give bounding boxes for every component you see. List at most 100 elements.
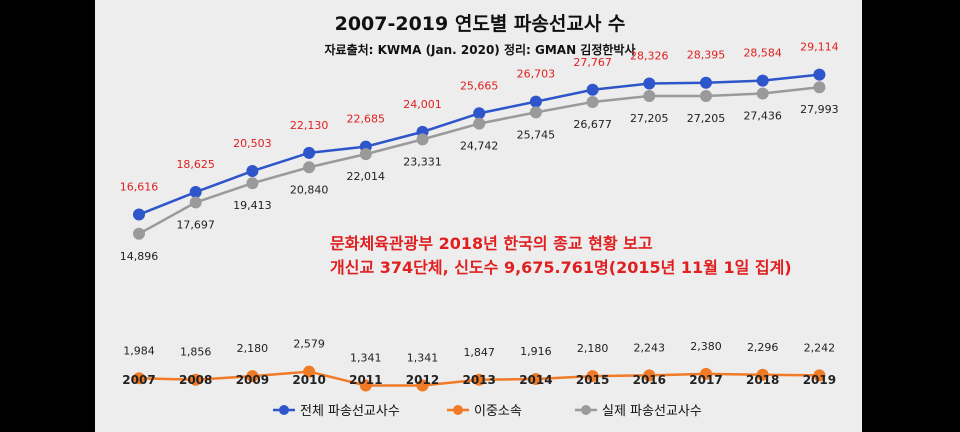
point-actual-2015 xyxy=(586,95,599,108)
label-actual-2008: 17,697 xyxy=(176,218,215,231)
chart-title: 2007-2019 연도별 파송선교사 수 xyxy=(335,13,626,35)
label-dual-2019: 2,242 xyxy=(804,341,836,354)
point-total-2015 xyxy=(586,83,599,96)
legend-marker-total xyxy=(279,405,289,415)
point-total-2018 xyxy=(756,74,769,87)
label-dual-2012: 1,341 xyxy=(407,351,439,364)
x-tick-2008: 2008 xyxy=(179,373,212,387)
label-total-2007: 16,616 xyxy=(120,181,159,194)
point-actual-2019 xyxy=(813,81,826,94)
label-actual-2007: 14,896 xyxy=(120,250,159,263)
point-actual-2018 xyxy=(756,87,769,100)
label-total-2008: 18,625 xyxy=(176,158,215,171)
point-actual-2012 xyxy=(416,133,429,146)
point-actual-2010 xyxy=(303,161,316,174)
point-actual-2009 xyxy=(246,177,259,190)
label-actual-2019: 27,993 xyxy=(800,103,839,116)
legend-label-dual: 이중소속 xyxy=(474,404,522,419)
point-total-2019 xyxy=(813,68,826,81)
label-dual-2011: 1,341 xyxy=(350,351,382,364)
chart-panel: 2007-2019 연도별 파송선교사 수 자료출처: KWMA (Jan. 2… xyxy=(95,0,862,432)
point-dual-2010 xyxy=(303,365,316,378)
annotation-line-1: 문화체육관광부 2018년 한국의 종교 현황 보고 xyxy=(330,234,653,253)
point-total-2016 xyxy=(643,77,656,90)
x-tick-2009: 2009 xyxy=(236,373,269,387)
label-dual-2015: 2,180 xyxy=(577,342,609,355)
point-dual-2012 xyxy=(416,379,429,392)
label-actual-2017: 27,205 xyxy=(687,112,726,125)
label-total-2016: 28,326 xyxy=(630,49,669,62)
legend-label-total: 전체 파송선교사수 xyxy=(300,404,400,419)
point-total-2007 xyxy=(133,208,145,221)
label-dual-2010: 2,579 xyxy=(293,338,325,351)
annotation-line-2: 개신교 374단체, 신도수 9,675.761명(2015년 11월 1일 집… xyxy=(330,258,792,277)
label-total-2017: 28,395 xyxy=(687,49,726,62)
label-dual-2016: 2,243 xyxy=(634,341,666,354)
point-dual-2008 xyxy=(189,373,202,386)
x-tick-2013: 2013 xyxy=(462,373,495,387)
point-dual-2015 xyxy=(586,370,599,383)
legend-label-actual: 실제 파송선교사수 xyxy=(602,404,702,419)
label-actual-2009: 19,413 xyxy=(233,199,272,212)
x-tick-2012: 2012 xyxy=(406,373,439,387)
label-actual-2013: 24,742 xyxy=(460,140,499,153)
x-tick-2007: 2007 xyxy=(122,373,155,387)
legend-item-total: 전체 파송선교사수 xyxy=(273,404,400,419)
x-tick-2010: 2010 xyxy=(292,373,325,387)
label-dual-2008: 1,856 xyxy=(180,346,212,359)
legend: 전체 파송선교사수 이중소속 실제 파송선교사수 xyxy=(273,404,702,419)
label-total-2012: 24,001 xyxy=(403,98,442,111)
legend-marker-actual xyxy=(581,405,591,415)
x-tick-2016: 2016 xyxy=(633,373,666,387)
point-dual-2018 xyxy=(756,368,769,381)
label-total-2014: 26,703 xyxy=(517,68,556,81)
point-dual-2017 xyxy=(700,367,712,380)
label-total-2015: 27,767 xyxy=(573,56,612,69)
label-dual-2017: 2,380 xyxy=(690,340,722,353)
line-chart: 2007-2019 연도별 파송선교사 수 자료출처: KWMA (Jan. 2… xyxy=(120,13,839,419)
point-total-2013 xyxy=(473,107,486,120)
x-tick-2014: 2014 xyxy=(519,373,552,387)
label-total-2019: 29,114 xyxy=(800,41,839,54)
point-total-2008 xyxy=(189,186,202,199)
label-total-2013: 25,665 xyxy=(460,79,499,92)
point-dual-2011 xyxy=(359,379,372,392)
point-total-2010 xyxy=(303,146,316,159)
label-dual-2014: 1,916 xyxy=(520,345,552,358)
label-actual-2014: 25,745 xyxy=(517,128,556,141)
point-dual-2013 xyxy=(473,373,486,386)
legend-marker-dual xyxy=(453,405,463,415)
label-actual-2018: 27,436 xyxy=(743,109,782,122)
point-dual-2009 xyxy=(246,370,259,383)
x-tick-2018: 2018 xyxy=(746,373,779,387)
point-total-2009 xyxy=(246,165,259,178)
x-tick-2011: 2011 xyxy=(349,373,382,387)
label-actual-2016: 27,205 xyxy=(630,112,669,125)
point-actual-2007 xyxy=(133,227,145,240)
label-dual-2007: 1,984 xyxy=(123,344,155,357)
point-actual-2013 xyxy=(473,117,486,130)
point-actual-2016 xyxy=(643,90,656,103)
point-dual-2007 xyxy=(133,372,145,385)
label-total-2011: 22,685 xyxy=(347,113,386,126)
label-actual-2012: 23,331 xyxy=(403,155,442,168)
x-tick-2015: 2015 xyxy=(576,373,609,387)
point-actual-2008 xyxy=(189,196,202,209)
label-actual-2015: 26,677 xyxy=(573,118,612,131)
point-dual-2016 xyxy=(643,369,656,382)
chart-subtitle: 자료출처: KWMA (Jan. 2020) 정리: GMAN 김정한박사 xyxy=(324,42,635,57)
label-total-2009: 20,503 xyxy=(233,137,272,150)
point-actual-2011 xyxy=(359,148,372,161)
point-total-2014 xyxy=(529,95,542,108)
label-dual-2013: 1,847 xyxy=(463,346,495,359)
point-actual-2014 xyxy=(529,106,542,119)
legend-item-dual: 이중소속 xyxy=(447,404,522,419)
point-dual-2014 xyxy=(529,373,542,386)
label-actual-2010: 20,840 xyxy=(290,183,329,196)
label-dual-2018: 2,296 xyxy=(747,341,779,354)
label-total-2010: 22,130 xyxy=(290,119,329,132)
point-dual-2019 xyxy=(813,369,826,382)
x-tick-2019: 2019 xyxy=(803,373,836,387)
legend-item-actual: 실제 파송선교사수 xyxy=(575,404,702,419)
point-total-2017 xyxy=(700,76,712,89)
